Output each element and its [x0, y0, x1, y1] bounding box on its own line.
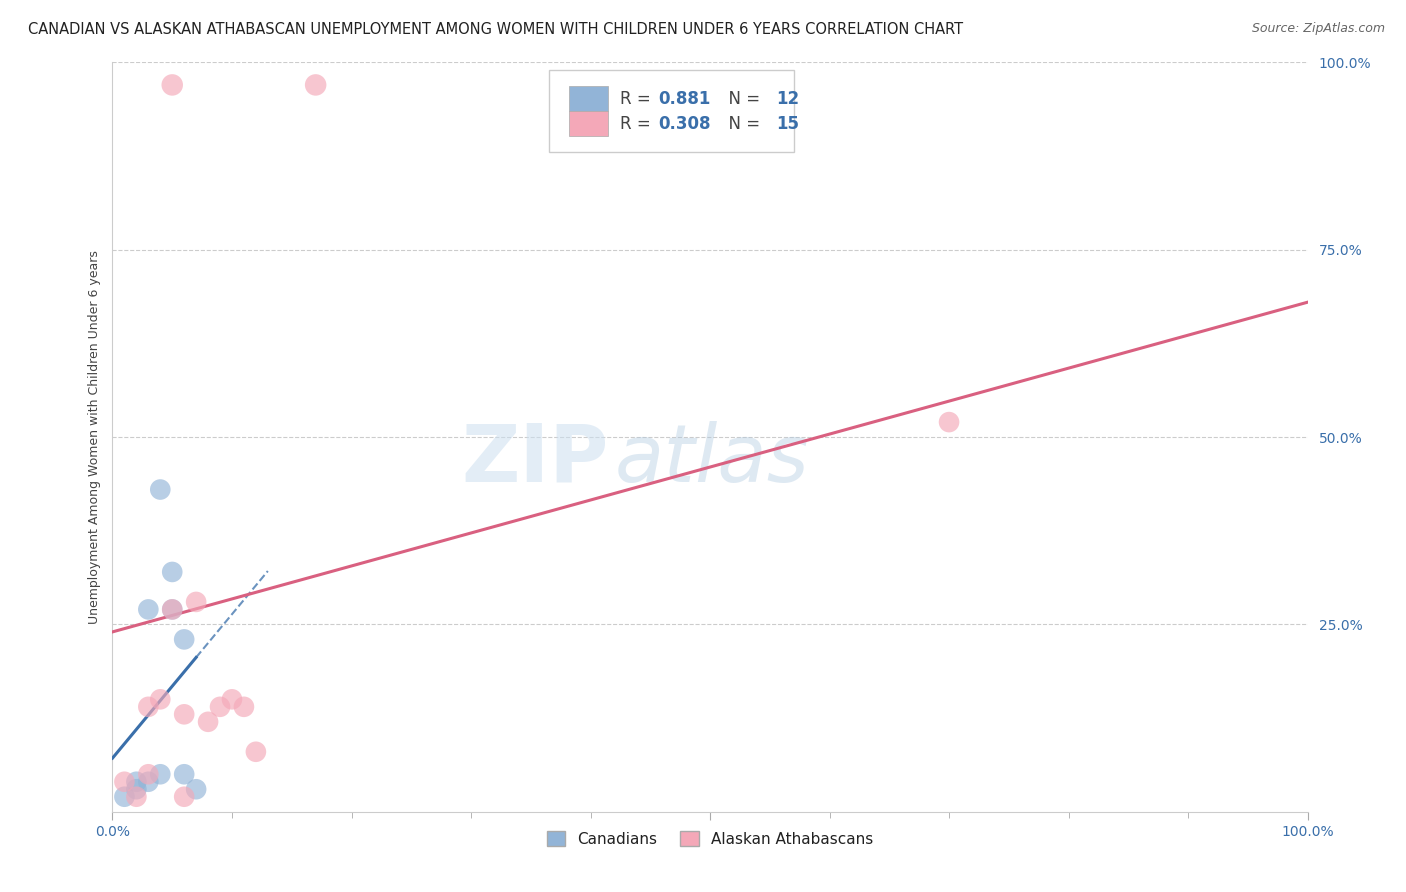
Text: N =: N = [718, 90, 766, 108]
Point [221, 692, 243, 706]
Point [305, 78, 328, 92]
FancyBboxPatch shape [569, 87, 609, 112]
Point [149, 483, 172, 497]
Point [209, 699, 232, 714]
Point [162, 565, 183, 579]
Legend: Canadians, Alaskan Athabascans: Canadians, Alaskan Athabascans [541, 825, 879, 853]
FancyBboxPatch shape [548, 70, 794, 153]
Point [138, 602, 160, 616]
Point [186, 782, 208, 797]
Text: ZIP: ZIP [461, 420, 609, 499]
Text: 0.881: 0.881 [658, 90, 711, 108]
Point [162, 78, 183, 92]
Point [162, 602, 183, 616]
Point [138, 699, 160, 714]
Point [173, 767, 195, 781]
Text: Source: ZipAtlas.com: Source: ZipAtlas.com [1251, 22, 1385, 36]
Point [114, 789, 135, 804]
FancyBboxPatch shape [569, 112, 609, 136]
Text: CANADIAN VS ALASKAN ATHABASCAN UNEMPLOYMENT AMONG WOMEN WITH CHILDREN UNDER 6 YE: CANADIAN VS ALASKAN ATHABASCAN UNEMPLOYM… [28, 22, 963, 37]
Text: atlas: atlas [614, 420, 810, 499]
Y-axis label: Unemployment Among Women with Children Under 6 years: Unemployment Among Women with Children U… [89, 250, 101, 624]
Text: 12: 12 [776, 90, 799, 108]
Point [197, 714, 219, 729]
Point [125, 789, 148, 804]
Point [173, 707, 195, 722]
Point [125, 774, 148, 789]
Point [938, 415, 960, 429]
Text: N =: N = [718, 114, 766, 133]
Text: R =: R = [620, 114, 657, 133]
Point [114, 774, 135, 789]
Point [173, 632, 195, 647]
Point [149, 692, 172, 706]
Point [138, 767, 160, 781]
Text: 15: 15 [776, 114, 799, 133]
Point [186, 595, 208, 609]
Text: R =: R = [620, 90, 657, 108]
Point [173, 789, 195, 804]
Point [162, 602, 183, 616]
Text: 0.308: 0.308 [658, 114, 711, 133]
Point [138, 774, 160, 789]
Point [125, 782, 148, 797]
Point [233, 699, 256, 714]
Point [245, 745, 267, 759]
Point [149, 767, 172, 781]
